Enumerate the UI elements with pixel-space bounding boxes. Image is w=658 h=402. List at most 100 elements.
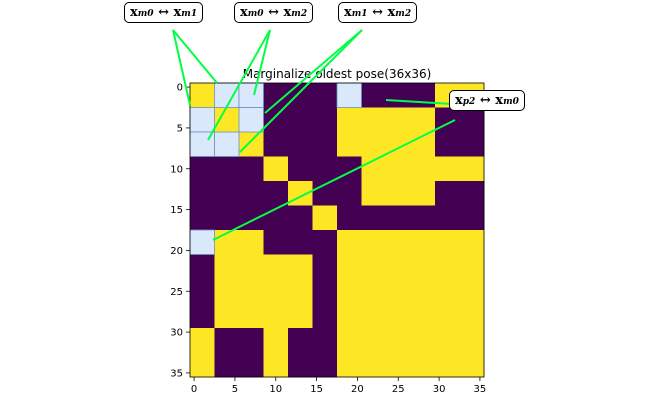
- heatmap-cell: [435, 230, 485, 255]
- highlight-cell: [214, 131, 240, 157]
- heatmap-cell: [288, 328, 313, 378]
- heatmap-cell: [190, 83, 215, 108]
- heatmap-cell: [190, 181, 215, 206]
- x-tick-label: 25: [392, 384, 405, 395]
- heatmap-cell: [239, 279, 264, 329]
- heatmap-cell: [361, 254, 387, 280]
- annotation-m0-m2: xm0 ↔ xm2: [234, 2, 314, 23]
- heatmap-cell: [361, 328, 387, 378]
- heatmap-cell: [386, 205, 436, 231]
- annotation-m1-m2-rhs-sub: m2: [395, 9, 412, 19]
- heatmap-cell: [263, 156, 289, 182]
- heatmap-cell: [361, 205, 387, 231]
- heatmap-cell: [312, 107, 338, 133]
- highlight-cell: [189, 107, 215, 133]
- heatmap-cell: [337, 132, 362, 157]
- heatmap-cell: [214, 328, 240, 378]
- heatmap-cell: [435, 279, 485, 329]
- y-tick-label: 0: [177, 83, 183, 94]
- heatmap-cell: [386, 254, 436, 280]
- x-tick-label: 5: [232, 384, 238, 395]
- annotation-m1-m2-arrow: ↔: [372, 5, 383, 20]
- annotation-p2-m0-arrow: ↔: [479, 93, 491, 108]
- heatmap-cell: [214, 205, 240, 231]
- heatmap-cell: [361, 181, 387, 206]
- heatmap-cell: [435, 205, 485, 231]
- chart-title: Marginalize oldest pose(36x36): [243, 67, 432, 81]
- y-tick-label: 25: [170, 287, 183, 298]
- annotation-p2-m0-lhs: x: [455, 93, 463, 108]
- heatmap-cell: [239, 230, 264, 255]
- heatmap-cell: [337, 328, 362, 378]
- annotation-m0-m1: xm0 ↔ xm1: [124, 2, 204, 23]
- heatmap-cell: [386, 132, 436, 157]
- heatmap-cell: [190, 328, 215, 378]
- annotation-m1-m2-lhs: x: [344, 5, 352, 20]
- highlight-cell: [238, 82, 264, 108]
- heatmap-cell: [288, 156, 313, 182]
- heatmap-cell: [312, 254, 338, 280]
- x-tick-label: 35: [474, 384, 487, 395]
- connector-lines: [172, 29, 456, 241]
- heatmap-cell: [239, 181, 264, 206]
- heatmap-cell: [288, 107, 313, 133]
- connector-line: [172, 29, 191, 106]
- plot-frame: [189, 82, 485, 378]
- heatmap-cell: [312, 205, 338, 231]
- heatmap-cell: [190, 205, 215, 231]
- heatmap-cell: [288, 230, 313, 255]
- heatmap-cell: [239, 156, 264, 182]
- annotation-m0-m2-arrow: ↔: [268, 5, 279, 20]
- highlight-cell: [238, 107, 264, 133]
- highlight-cell: [336, 82, 362, 108]
- connector-line: [207, 29, 271, 141]
- heatmap-cell: [386, 328, 436, 378]
- heatmap-cell: [239, 205, 264, 231]
- annotation-m0-m2-lhs-sub: m0: [247, 9, 264, 19]
- x-tick-label: 30: [433, 384, 446, 395]
- annotation-m0-m2-rhs-sub: m2: [291, 9, 308, 19]
- y-tick-label: 30: [170, 328, 183, 339]
- heatmap-cell: [337, 205, 362, 231]
- connector-line: [385, 99, 453, 105]
- heatmap-cells: [190, 83, 485, 378]
- heatmap-cell: [337, 107, 362, 133]
- heatmap-cell: [435, 156, 485, 182]
- heatmap-cell: [239, 254, 264, 280]
- annotation-m0-m2-lhs: x: [240, 5, 248, 20]
- heatmap-cell: [361, 107, 387, 133]
- heatmap-cell: [190, 279, 215, 329]
- heatmap-cell: [337, 279, 362, 329]
- heatmap-cell: [361, 132, 387, 157]
- heatmap-cell: [214, 254, 240, 280]
- heatmap-cell: [288, 132, 313, 157]
- heatmap-cell: [263, 279, 289, 329]
- annotation-m0-m1-rhs: x: [173, 5, 182, 20]
- highlight-cells: [189, 82, 362, 255]
- y-tick-label: 20: [170, 246, 183, 257]
- annotation-p2-m0: xp2 ↔ xm0: [449, 90, 525, 111]
- connector-line: [239, 29, 363, 153]
- heatmap-cell: [435, 107, 485, 133]
- heatmap-cell: [288, 279, 313, 329]
- heatmap-cell: [214, 156, 240, 182]
- annotation-m0-m1-arrow: ↔: [158, 5, 169, 20]
- heatmap-cell: [337, 254, 362, 280]
- heatmap-cell: [312, 156, 338, 182]
- heatmap-cell: [386, 107, 436, 133]
- y-tick-label: 15: [170, 205, 183, 216]
- heatmap-cell: [386, 83, 436, 108]
- heatmap-cell: [386, 230, 436, 255]
- heatmap-cell: [214, 279, 240, 329]
- heatmap-cell: [435, 328, 485, 378]
- heatmap-cell: [263, 132, 289, 157]
- heatmap-cell: [239, 328, 264, 378]
- heatmap-cell: [312, 328, 338, 378]
- heatmap-cell: [190, 156, 215, 182]
- heatmap-cell: [239, 132, 264, 157]
- y-tick-label: 5: [177, 123, 183, 134]
- x-axis: 0 5 10 15 20 25 30 35: [191, 377, 486, 395]
- x-tick-label: 10: [269, 384, 282, 395]
- heatmap-cell: [312, 230, 338, 255]
- heatmap-cell: [190, 254, 215, 280]
